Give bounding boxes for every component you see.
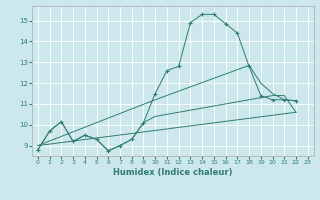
X-axis label: Humidex (Indice chaleur): Humidex (Indice chaleur): [113, 168, 233, 177]
